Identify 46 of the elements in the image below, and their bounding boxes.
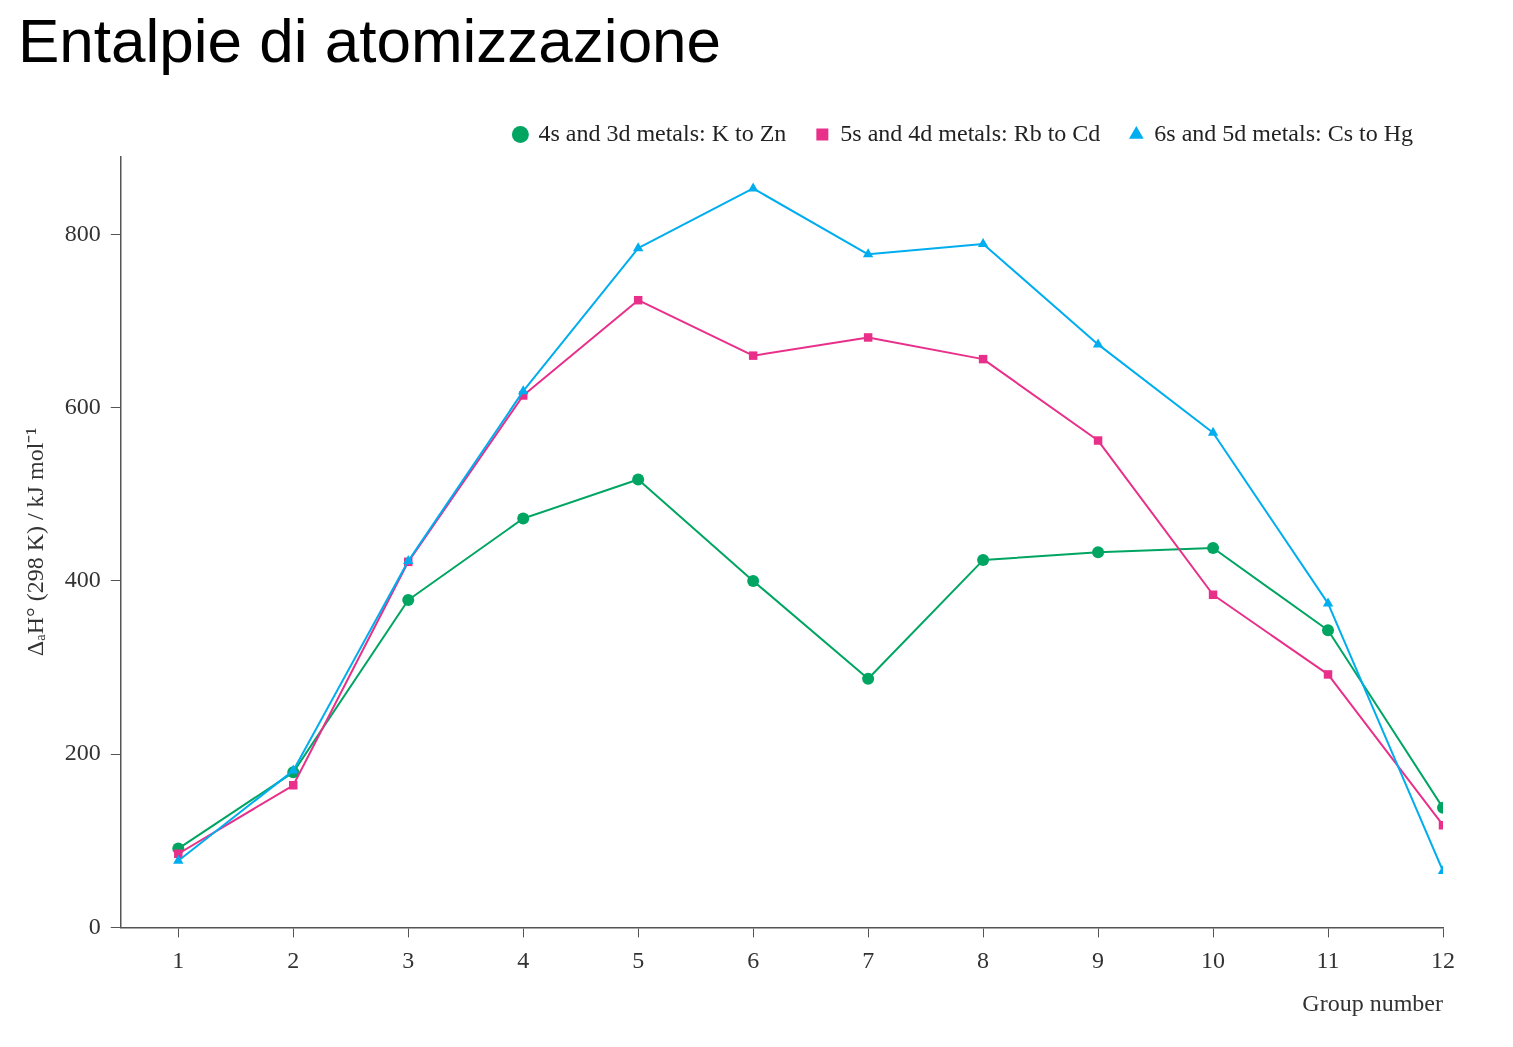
- point: [517, 512, 530, 525]
- x-tick-label: 5: [632, 947, 645, 974]
- point: [1092, 338, 1104, 348]
- y-tick-label: 400: [64, 566, 101, 593]
- x-axis-title: Group number: [1302, 989, 1443, 1016]
- point: [977, 237, 989, 247]
- legend-label: 4s and 3d metals: K to Zn: [538, 119, 787, 146]
- point: [632, 473, 645, 486]
- point: [748, 351, 758, 360]
- x-tick-label: 3: [402, 947, 415, 974]
- point: [632, 242, 644, 252]
- point: [747, 574, 760, 587]
- point: [1207, 426, 1219, 436]
- chart-title: Entalpie di atomizzazione: [18, 6, 722, 76]
- point: [288, 764, 299, 774]
- point: [173, 854, 184, 864]
- point: [862, 248, 874, 258]
- point: [863, 333, 873, 342]
- point: [1207, 541, 1220, 554]
- y-tick-label: 200: [64, 739, 101, 766]
- point: [518, 385, 529, 395]
- x-tick-label: 1: [172, 947, 185, 974]
- x-tick-label: 11: [1316, 947, 1340, 974]
- x-tick-label: 9: [1092, 947, 1105, 974]
- x-tick-label: 2: [287, 947, 300, 974]
- x-tick-label: 4: [517, 947, 530, 974]
- point: [1093, 436, 1103, 445]
- y-tick-label: 800: [64, 219, 101, 246]
- y-tick-label: 600: [64, 392, 101, 419]
- x-tick-label: 8: [977, 947, 990, 974]
- x-tick-label: 7: [862, 947, 875, 974]
- point: [1323, 670, 1333, 679]
- point: [977, 554, 990, 567]
- point: [862, 672, 875, 685]
- x-tick-label: 10: [1201, 947, 1226, 974]
- point: [402, 593, 415, 606]
- legend-label: 5s and 4d metals: Rb to Cd: [840, 119, 1101, 146]
- x-tick-label: 6: [747, 947, 760, 974]
- y-tick-label: 0: [88, 912, 101, 939]
- legend-label: 6s and 5d metals: Cs to Hg: [1154, 119, 1413, 146]
- point: [1092, 546, 1105, 559]
- y-axis-title: ΔₐH° (298 K) / kJ mol⁻¹: [21, 427, 48, 657]
- point: [1322, 597, 1334, 607]
- point: [289, 781, 298, 790]
- x-tick-label: 12: [1431, 947, 1455, 974]
- point: [1322, 624, 1335, 637]
